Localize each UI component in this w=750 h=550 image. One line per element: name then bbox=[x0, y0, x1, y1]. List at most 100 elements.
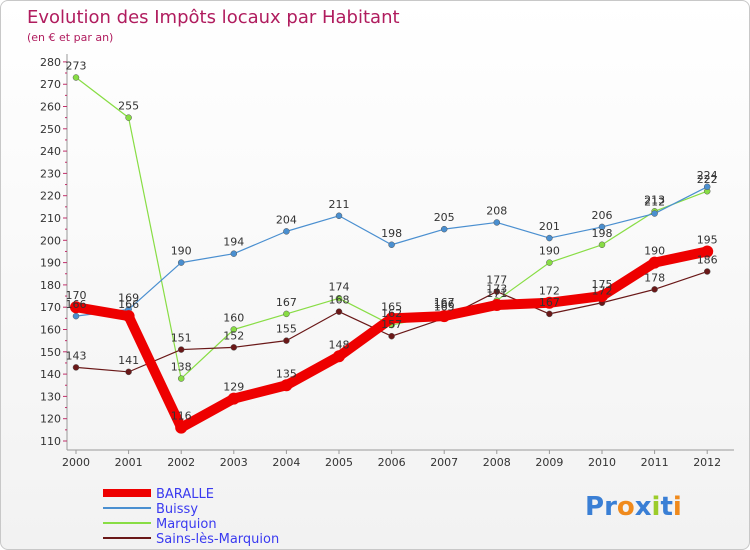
data-labels: 273 255 138 160 167 174 162 167 173 190 198 213 222 1… bbox=[66, 60, 718, 423]
chart-subtitle: (en € et par an) bbox=[27, 31, 113, 44]
data-point bbox=[230, 344, 238, 351]
x-tick-label: 2012 bbox=[693, 456, 721, 469]
data-label: 171 bbox=[486, 287, 507, 300]
x-tick-label: 2009 bbox=[535, 456, 563, 469]
y-tick-label: 240 bbox=[40, 145, 61, 158]
data-point bbox=[385, 312, 398, 325]
data-label: 205 bbox=[434, 211, 455, 224]
y-tick-label: 160 bbox=[40, 324, 61, 337]
legend-label: Buissy bbox=[156, 502, 198, 517]
data-point bbox=[283, 337, 290, 344]
data-label: 222 bbox=[697, 173, 718, 186]
data-label: 186 bbox=[697, 254, 718, 267]
data-point bbox=[388, 241, 395, 249]
data-label: 166 bbox=[434, 298, 455, 311]
data-point bbox=[125, 114, 132, 121]
x-tick-label: 2007 bbox=[430, 456, 458, 469]
data-point bbox=[177, 259, 185, 266]
data-point bbox=[227, 392, 240, 405]
data-label: 194 bbox=[223, 236, 244, 249]
data-point bbox=[283, 310, 290, 318]
data-label: 160 bbox=[223, 312, 244, 325]
data-label: 143 bbox=[66, 349, 87, 362]
proxiti-logo: Proxiti bbox=[585, 492, 682, 522]
y-tick-label: 150 bbox=[40, 346, 61, 359]
data-point bbox=[701, 245, 714, 258]
x-tick-label: 2001 bbox=[115, 456, 143, 469]
data-point bbox=[440, 225, 448, 233]
data-point bbox=[388, 332, 395, 340]
data-point bbox=[651, 286, 658, 293]
data-label: 175 bbox=[592, 278, 613, 291]
x-tick-label: 2011 bbox=[641, 456, 669, 469]
data-point bbox=[230, 250, 238, 257]
y-tick-label: 260 bbox=[40, 101, 61, 114]
data-label: 167 bbox=[276, 296, 297, 309]
logo-text: Proxiti bbox=[585, 492, 682, 522]
data-label: 173 bbox=[486, 283, 507, 296]
data-label: 213 bbox=[644, 193, 665, 206]
data-point bbox=[177, 375, 185, 382]
data-point bbox=[596, 290, 608, 303]
x-tick-label: 2002 bbox=[167, 456, 195, 469]
data-label: 208 bbox=[486, 204, 507, 217]
data-point bbox=[493, 219, 501, 226]
y-tick-label: 220 bbox=[40, 190, 61, 203]
data-label: 152 bbox=[223, 329, 244, 342]
data-label: 206 bbox=[592, 209, 613, 222]
data-point bbox=[546, 234, 553, 242]
x-tick-label: 2003 bbox=[220, 456, 248, 469]
series-layer bbox=[70, 74, 714, 434]
data-label: 157 bbox=[381, 318, 402, 331]
data-point bbox=[648, 256, 661, 269]
data-label: 172 bbox=[539, 285, 560, 298]
data-label: 198 bbox=[381, 227, 402, 240]
x-tick-label: 2005 bbox=[325, 456, 353, 469]
y-tick-label: 140 bbox=[40, 368, 61, 381]
data-point bbox=[546, 310, 553, 318]
data-point bbox=[703, 183, 711, 191]
data-point bbox=[125, 368, 132, 376]
data-label: 190 bbox=[539, 245, 560, 258]
data-label: 169 bbox=[118, 291, 139, 304]
data-label: 167 bbox=[539, 296, 560, 309]
data-label: 178 bbox=[644, 271, 665, 284]
data-label: 135 bbox=[276, 367, 297, 380]
x-tick-label: 2006 bbox=[378, 456, 406, 469]
data-point bbox=[703, 268, 711, 275]
data-label: 211 bbox=[329, 198, 350, 211]
data-label: 190 bbox=[644, 245, 665, 258]
data-label: 212 bbox=[644, 196, 665, 209]
data-label: 224 bbox=[697, 169, 718, 182]
data-label: 201 bbox=[539, 220, 560, 233]
data-point bbox=[280, 379, 293, 392]
y-tick-label: 110 bbox=[40, 435, 61, 448]
data-label: 167 bbox=[434, 296, 455, 309]
y-tick-label: 180 bbox=[40, 279, 61, 292]
y-tick-label: 190 bbox=[40, 257, 61, 270]
data-label: 166 bbox=[118, 298, 139, 311]
data-point bbox=[490, 298, 503, 311]
data-point bbox=[438, 310, 451, 323]
legend-label: BARALLE bbox=[156, 487, 214, 502]
y-tick-label: 200 bbox=[40, 234, 61, 247]
data-label: 162 bbox=[381, 307, 402, 320]
data-point bbox=[493, 288, 501, 295]
data-point bbox=[335, 295, 343, 302]
y-tick-label: 280 bbox=[40, 56, 61, 69]
data-label: 155 bbox=[276, 323, 297, 336]
data-label: 165 bbox=[381, 300, 402, 313]
data-point bbox=[335, 308, 343, 315]
data-point bbox=[543, 296, 556, 309]
data-point bbox=[333, 350, 345, 363]
data-label: 116 bbox=[171, 410, 192, 423]
data-point bbox=[122, 310, 135, 323]
data-label: 129 bbox=[223, 381, 244, 394]
data-label: 170 bbox=[66, 289, 87, 302]
data-point bbox=[335, 212, 343, 220]
axes: 110 120 130 140 150 160 170 180 190 200 210 220 230 2… bbox=[40, 54, 734, 469]
data-point bbox=[230, 326, 238, 333]
data-label: 138 bbox=[171, 361, 192, 374]
